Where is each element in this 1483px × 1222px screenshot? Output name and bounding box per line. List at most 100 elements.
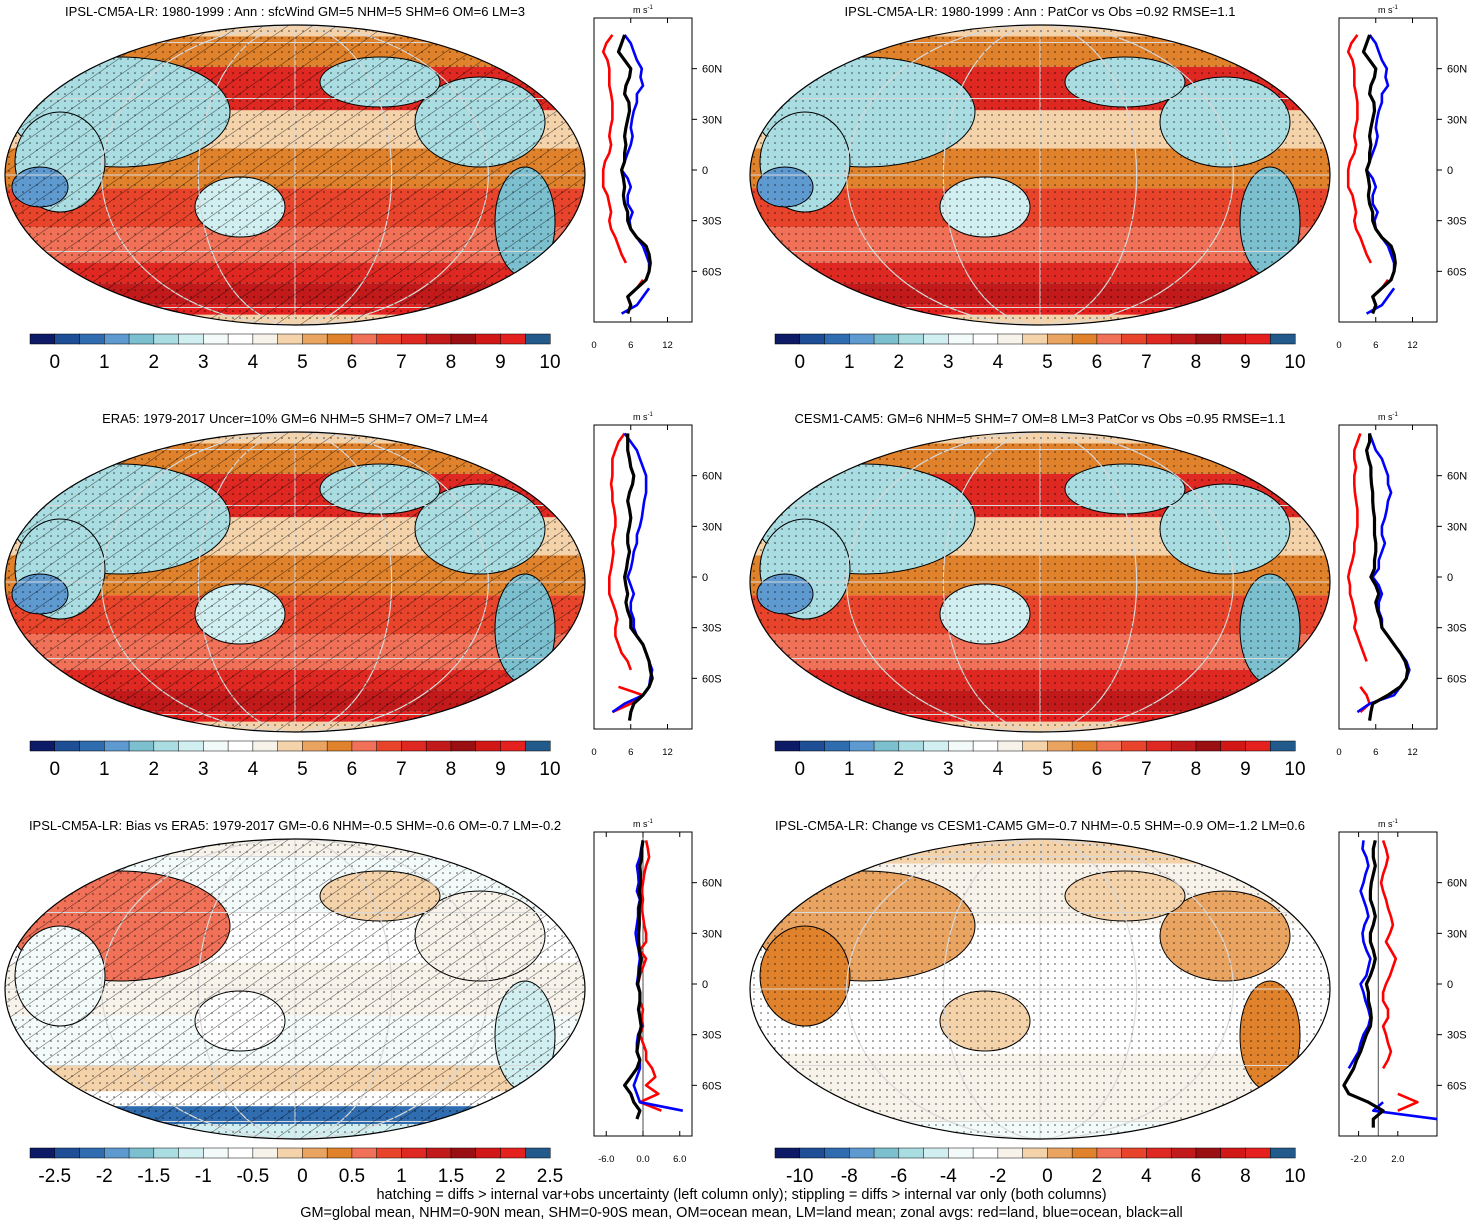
zonal-ytick-label: 60N <box>1447 64 1467 76</box>
panel-bottom-left: IPSL-CM5A-LR: Bias vs ERA5: 1979-2017 GM… <box>0 814 740 1219</box>
zonal-xtick-label: 6 <box>1373 340 1378 351</box>
hatching <box>0 836 590 1142</box>
colorbar-swatch <box>1221 1148 1246 1158</box>
colorbar-swatch <box>973 334 998 344</box>
colorbar-swatch <box>377 334 402 344</box>
colorbar-swatch <box>1122 334 1147 344</box>
colorbar-swatch <box>825 741 850 751</box>
colorbar-swatch <box>849 334 874 344</box>
colorbar-label: 8 <box>446 352 457 373</box>
colorbar-label: 3 <box>943 352 954 373</box>
colorbar-swatch <box>1245 1148 1270 1158</box>
colorbar-label: 6 <box>1092 352 1103 373</box>
colorbar-swatch <box>1245 741 1270 751</box>
colorbar-label: 1 <box>844 352 855 373</box>
colorbar-label: 6 <box>347 759 358 780</box>
colorbar-label: 3 <box>943 759 954 780</box>
colorbar-swatch <box>500 334 525 344</box>
colorbar-swatch <box>973 1148 998 1158</box>
map <box>0 22 590 328</box>
colorbar-swatch <box>1072 1148 1097 1158</box>
colorbar-swatch <box>352 741 377 751</box>
colorbar-swatch <box>948 334 973 344</box>
colorbar-label: 2 <box>149 352 160 373</box>
colorbar-swatch <box>104 1148 129 1158</box>
map-field <box>0 22 590 328</box>
zonal-ytick-label: 60N <box>1447 878 1467 890</box>
colorbar-label: 8 <box>1191 352 1202 373</box>
zonal-xtick-label: 6.0 <box>673 1154 686 1165</box>
map-field <box>745 22 1335 328</box>
map-field <box>0 836 590 1142</box>
colorbar-label: 4 <box>993 352 1004 373</box>
colorbar-label: 3 <box>198 352 209 373</box>
colorbar-swatch <box>1171 1148 1196 1158</box>
zonal-xtick-label: 6 <box>1373 747 1378 758</box>
zonal-unit: m s-1 <box>1378 5 1398 15</box>
zonal-ytick-label: 30N <box>702 928 722 940</box>
zonal-xtick-label: 12 <box>1407 747 1418 758</box>
colorbar-swatch <box>104 741 129 751</box>
colorbar-label: 1 <box>99 759 110 780</box>
colorbar-label: 0.5 <box>339 1166 365 1187</box>
colorbar-swatch <box>228 741 253 751</box>
colorbar-swatch <box>377 1148 402 1158</box>
panel-bottom-right: IPSL-CM5A-LR: Change vs CESM1-CAM5 GM=-0… <box>745 814 1483 1219</box>
colorbar-swatch <box>426 1148 451 1158</box>
colorbar-swatch <box>352 334 377 344</box>
colorbar-swatch <box>1221 741 1246 751</box>
colorbar-swatch <box>800 334 825 344</box>
colorbar-label: 10 <box>1284 1166 1305 1187</box>
colorbar-label: 7 <box>396 759 407 780</box>
zonal-ytick-label: 30N <box>702 521 722 533</box>
zonal-ytick-label: 30S <box>1447 1030 1467 1042</box>
colorbar-swatch <box>55 334 80 344</box>
map-field <box>0 429 590 735</box>
colorbar-label: 2 <box>894 759 905 780</box>
colorbar-label: 9 <box>1240 352 1251 373</box>
colorbar-swatch <box>129 741 154 751</box>
zonal-unit: m s-1 <box>633 5 653 15</box>
colorbar-swatch <box>228 334 253 344</box>
map-field <box>745 836 1335 1142</box>
colorbar-swatch <box>1122 741 1147 751</box>
colorbar-swatch <box>55 1148 80 1158</box>
zonal-unit: m s-1 <box>1378 819 1398 829</box>
colorbar-swatch <box>525 334 550 344</box>
colorbar-label: -2 <box>989 1166 1006 1187</box>
colorbar-label: 5 <box>1042 352 1053 373</box>
colorbar-swatch <box>253 1148 278 1158</box>
colorbar-swatch <box>973 741 998 751</box>
map-title: IPSL-CM5A-LR: Bias vs ERA5: 1979-2017 GM… <box>0 818 590 833</box>
zonal-ytick-label: 0 <box>702 572 708 584</box>
colorbar-label: 7 <box>1141 759 1152 780</box>
zonal-unit: m s-1 <box>633 412 653 422</box>
colorbar-swatch <box>924 1148 949 1158</box>
map <box>0 836 590 1142</box>
zonal-frame <box>1339 832 1437 1136</box>
zonal-xtick-label: 2.0 <box>1391 1154 1404 1165</box>
colorbar-swatch <box>948 1148 973 1158</box>
panel-middle-left: ERA5: 1979-2017 Uncer=10% GM=6 NHM=5 SHM… <box>0 407 740 812</box>
colorbar-label: 7 <box>396 352 407 373</box>
zonal-ytick-label: 60N <box>702 471 722 483</box>
colorbar-swatch <box>451 1148 476 1158</box>
colorbar-swatch <box>1270 334 1295 344</box>
panel-top-left: IPSL-CM5A-LR: 1980-1999 : Ann : sfcWind … <box>0 0 740 405</box>
zonal-ytick-label: 30S <box>702 623 722 635</box>
colorbar-swatch <box>874 741 899 751</box>
colorbar-swatch <box>849 1148 874 1158</box>
colorbar-swatch <box>825 334 850 344</box>
colorbar-swatch <box>179 741 204 751</box>
zonal-ytick-label: 30N <box>702 114 722 126</box>
zonal-unit: m s-1 <box>1378 412 1398 422</box>
colorbar-swatch <box>1270 1148 1295 1158</box>
zonal-unit: m s-1 <box>633 819 653 829</box>
colorbar-swatch <box>377 741 402 751</box>
colorbar-swatch <box>476 741 501 751</box>
zonal-ytick-label: 60S <box>1447 673 1467 685</box>
colorbar-label: -8 <box>841 1166 858 1187</box>
colorbar-swatch <box>476 334 501 344</box>
